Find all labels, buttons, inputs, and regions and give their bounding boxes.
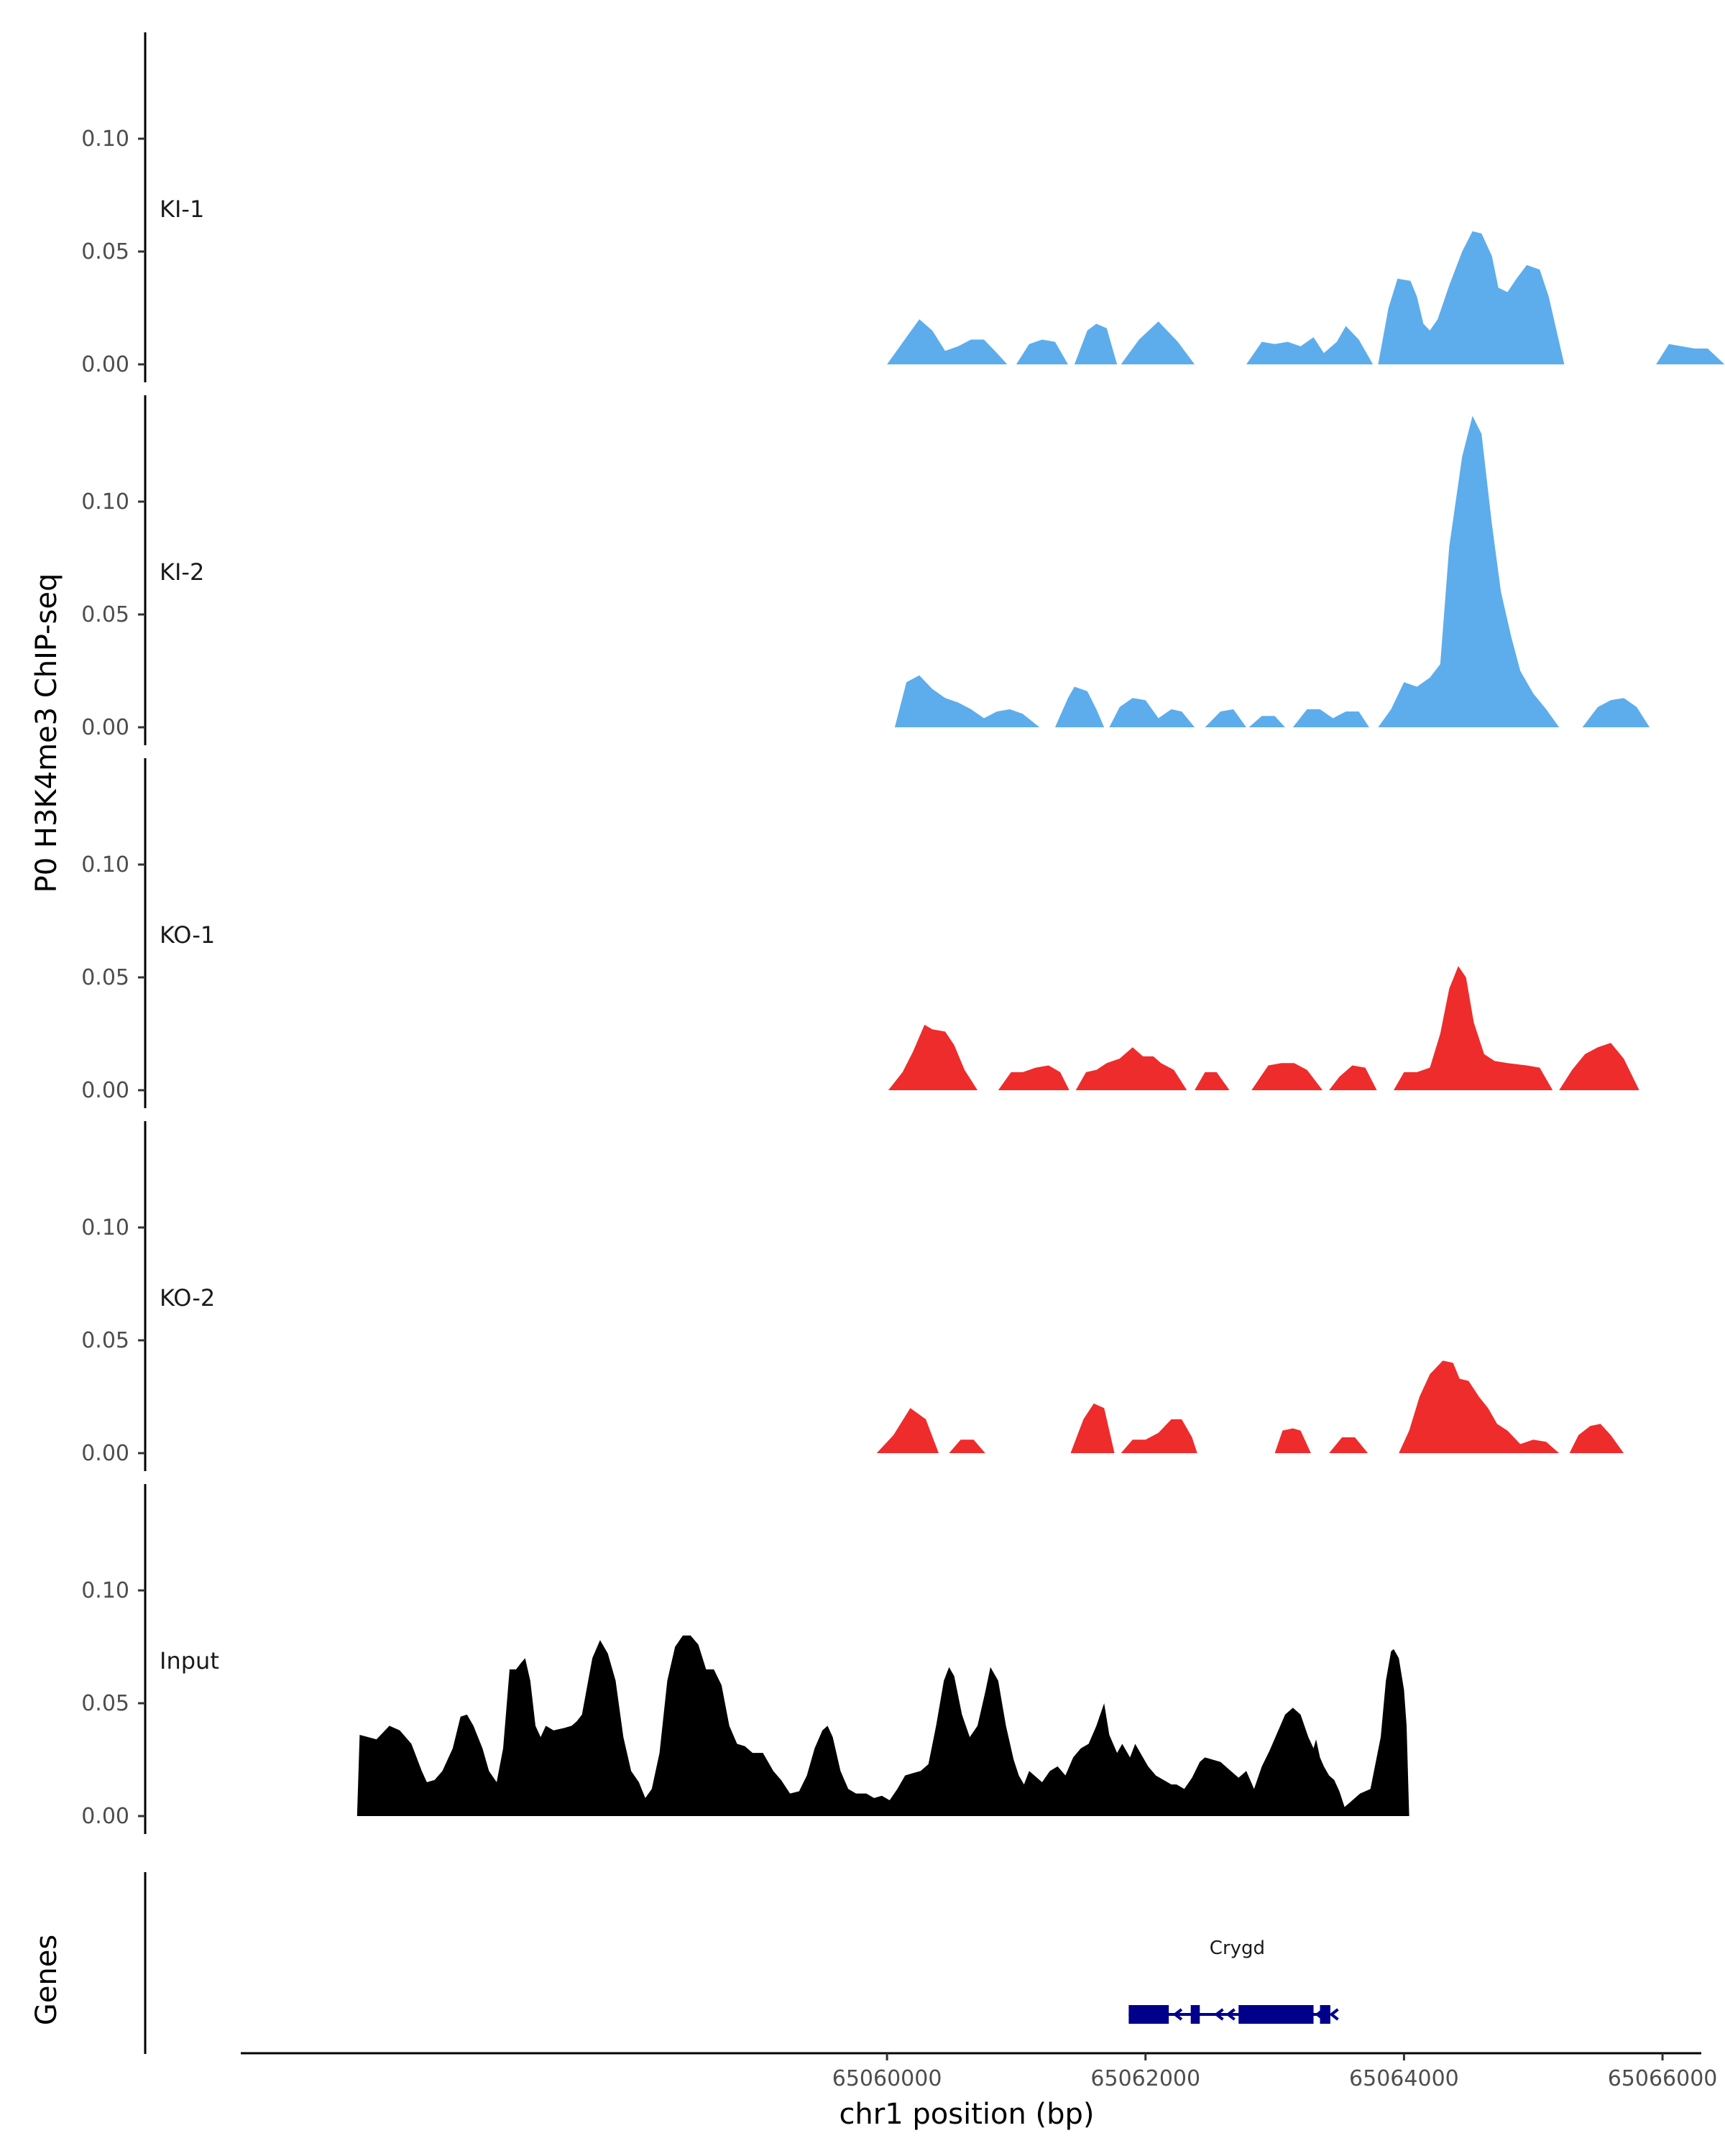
x-axis-title: chr1 position (bp): [839, 2098, 1094, 2131]
x-tick-label: 65060000: [832, 2066, 942, 2091]
y-tick-label: 0.00: [81, 1804, 129, 1829]
coverage-area: [888, 966, 1639, 1090]
x-axis: 65060000 65062000 65064000 65066000: [241, 2052, 1718, 2091]
strand-arrow: [1214, 2008, 1224, 2021]
y-tick-label: 0.10: [81, 126, 129, 152]
y-tick-label: 0.00: [81, 1078, 129, 1103]
coverage-area: [356, 1635, 1409, 1816]
strand-arrow: [1329, 2008, 1339, 2021]
coverage-area: [876, 1360, 1624, 1453]
y-tick-label: 0.10: [81, 1215, 129, 1240]
genes-axis-title: Genes: [30, 1935, 63, 2025]
gene-exon: [1238, 2005, 1314, 2024]
track-label: KI-1: [160, 195, 204, 223]
strand-arrow: [1315, 2008, 1325, 2021]
strand-arrow: [1225, 2008, 1236, 2021]
y-tick-label: 0.10: [81, 489, 129, 515]
gene-exon: [1320, 2005, 1330, 2024]
coverage-area: [894, 415, 1650, 727]
track-label: KO-2: [160, 1284, 215, 1312]
track-ki-2: 0.00 0.05 0.10 KI-2: [81, 395, 1650, 745]
y-tick-label: 0.10: [81, 1578, 129, 1603]
strand-arrow: [1172, 2008, 1183, 2021]
gene-label: Crygd: [1210, 1938, 1265, 1959]
y-tick-label: 0.05: [81, 602, 129, 627]
coverage-area: [887, 231, 1725, 364]
y-tick-label: 0.05: [81, 1328, 129, 1353]
y-tick-label: 0.00: [81, 715, 129, 740]
y-tick-label: 0.05: [81, 1691, 129, 1716]
track-ko-2: 0.00 0.05 0.10 KO-2: [81, 1121, 1624, 1471]
y-tick-label: 0.05: [81, 965, 129, 990]
gene-exon: [1128, 2005, 1169, 2024]
x-tick-label: 65066000: [1608, 2066, 1718, 2091]
gene-exon: [1190, 2005, 1200, 2024]
x-tick-label: 65062000: [1090, 2066, 1200, 2091]
track-ki-1: 0.00 0.05 0.10 KI-1: [81, 32, 1725, 382]
track-label: KO-1: [160, 921, 215, 949]
track-label: KI-2: [160, 558, 204, 586]
y-tick-label: 0.10: [81, 852, 129, 877]
gene-track: Crygd: [144, 1872, 1339, 2054]
y-tick-label: 0.05: [81, 239, 129, 264]
y-axis-title: P0 H3K4me3 ChIP-seq: [30, 573, 63, 893]
tracks-layer: 0.00 0.05 0.10 KI-1 0.00 0.05 0.10 KI-2 0.00 0.05…: [81, 32, 1725, 1834]
track-ko-1: 0.00 0.05 0.10 KO-1: [81, 758, 1639, 1108]
x-tick-label: 65064000: [1349, 2066, 1459, 2091]
y-tick-label: 0.00: [81, 352, 129, 377]
track-input: 0.00 0.05 0.10 Input: [81, 1484, 1409, 1834]
track-label: Input: [160, 1647, 219, 1674]
y-tick-label: 0.00: [81, 1441, 129, 1466]
